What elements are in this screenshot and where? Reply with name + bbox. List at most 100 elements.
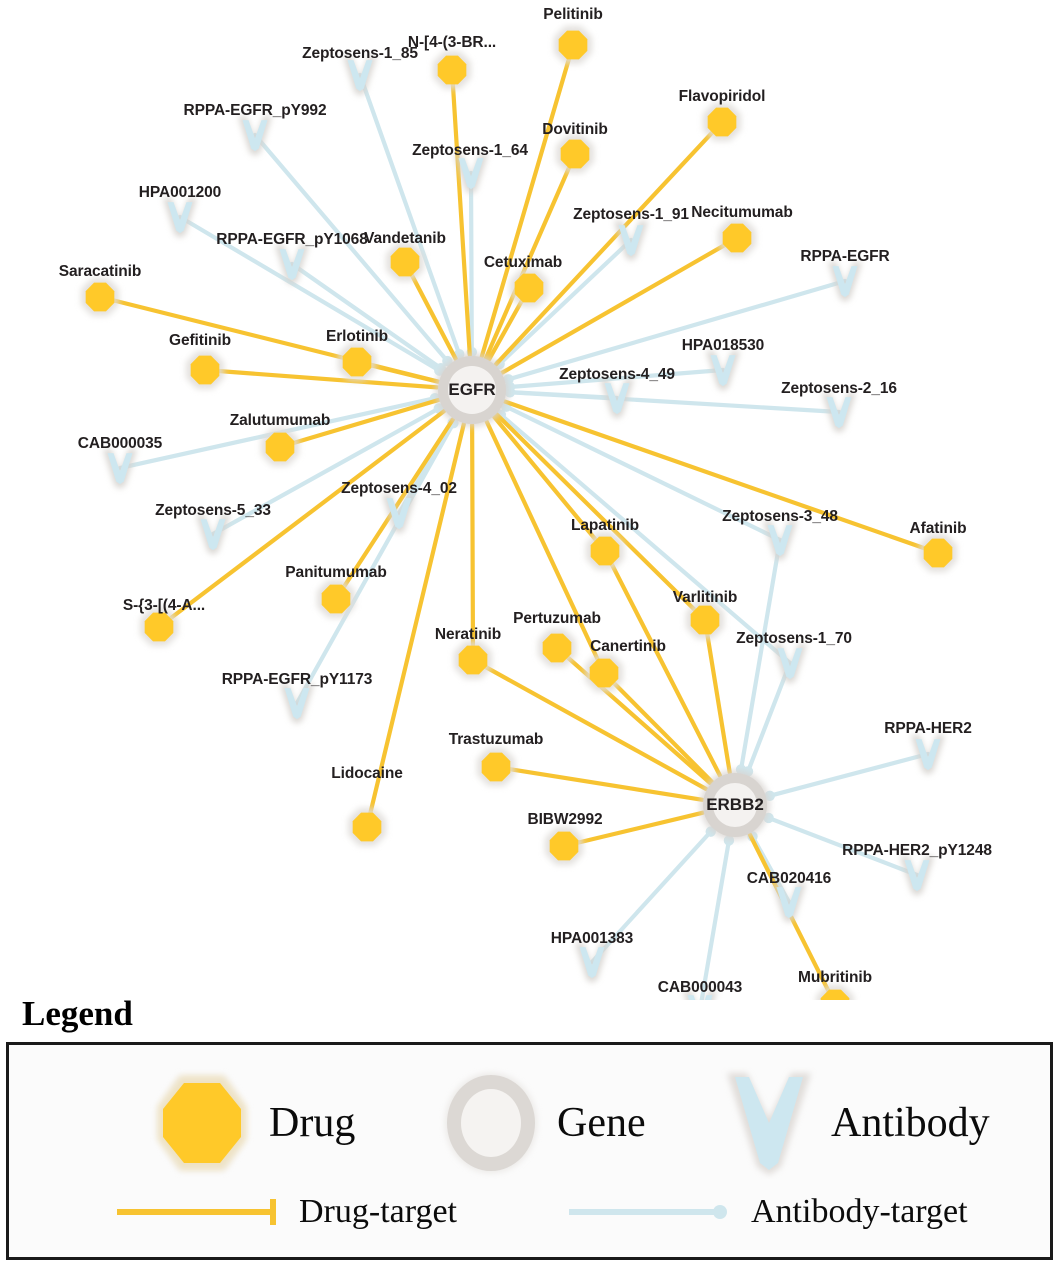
- antibody-node[interactable]: [911, 734, 945, 775]
- drug-node[interactable]: [538, 629, 576, 667]
- antibody-node[interactable]: [382, 493, 416, 534]
- drug-node[interactable]: [510, 269, 548, 307]
- drug-node-shape: [558, 30, 588, 60]
- antibody-node-label: RPPA-EGFR_pY1173: [221, 671, 373, 688]
- drug-node-shape: [590, 536, 620, 566]
- antibody-node[interactable]: [772, 882, 806, 923]
- drug-target-edge: [492, 414, 608, 554]
- drug-node[interactable]: [477, 748, 515, 786]
- antibody-node[interactable]: [163, 197, 197, 238]
- drug-node[interactable]: [81, 278, 119, 316]
- drug-node-shape: [707, 107, 737, 137]
- drug-target-edge: [202, 367, 440, 390]
- antibody-target-edge: [507, 390, 842, 415]
- antibody-target-edge: [507, 367, 726, 390]
- drug-node[interactable]: [261, 428, 299, 466]
- antibody-node-label: Zeptosens-1_85: [302, 45, 418, 62]
- antibody-node[interactable]: [828, 261, 862, 302]
- drug-node-shape: [589, 658, 619, 688]
- drug-node[interactable]: [919, 534, 957, 572]
- drug-node-shape: [722, 223, 752, 253]
- drug-node-shape: [437, 55, 467, 85]
- antibody-node[interactable]: [343, 55, 377, 96]
- drug-node-label: Flavopiridol: [678, 88, 766, 105]
- drug-node-shape: [820, 989, 850, 1000]
- antibody-node[interactable]: [683, 990, 717, 1000]
- drug-node[interactable]: [338, 343, 376, 381]
- antibody-node-shape: [107, 453, 133, 485]
- legend-item-gene: Gene: [439, 1067, 646, 1179]
- drug-target-edge: [470, 422, 476, 663]
- drug-node[interactable]: [586, 532, 624, 570]
- antibody-node[interactable]: [280, 683, 314, 724]
- drug-node[interactable]: [433, 51, 471, 89]
- antibody-node-shape: [284, 688, 310, 720]
- antibody-target-edge: [506, 278, 848, 382]
- drug-node[interactable]: [140, 608, 178, 646]
- drug-node[interactable]: [386, 243, 424, 281]
- legend-label-antibody-target: Antibody-target: [751, 1193, 968, 1230]
- drug-node[interactable]: [545, 827, 583, 865]
- drug-node-shape: [321, 584, 351, 614]
- antibody-node-shape: [242, 120, 268, 152]
- antibody-node-shape: [776, 887, 802, 919]
- drug-node-label: Erlotinib: [326, 328, 388, 345]
- drug-node-label: Lapatinib: [571, 517, 639, 534]
- drug-node-shape: [690, 605, 720, 635]
- drug-target-edge: [483, 151, 578, 361]
- drug-target-edge: [493, 764, 705, 802]
- drug-node[interactable]: [686, 601, 724, 639]
- legend-item-drug: Drug: [149, 1067, 355, 1179]
- antibody-node[interactable]: [822, 392, 856, 433]
- antibody-node-label: Zeptosens-4_02: [341, 480, 457, 497]
- drug-node[interactable]: [585, 654, 623, 692]
- antibody-node-shape: [386, 498, 412, 530]
- antibody-node-shape: [832, 266, 858, 298]
- gene-icon: [445, 1073, 537, 1173]
- antibody-node[interactable]: [763, 520, 797, 561]
- drug-node[interactable]: [186, 351, 224, 389]
- gene-node-label: ERBB2: [706, 795, 764, 814]
- drug-node[interactable]: [556, 135, 594, 173]
- gene-node[interactable]: [435, 353, 509, 427]
- antibody-node-label: RPPA-HER2: [884, 720, 972, 737]
- drug-target-edge: [502, 399, 941, 556]
- drug-node[interactable]: [718, 219, 756, 257]
- gene-node[interactable]: [700, 770, 770, 840]
- drug-node[interactable]: [348, 808, 386, 846]
- antibody-node[interactable]: [238, 115, 272, 156]
- antibody-node-label: HPA001200: [138, 184, 222, 201]
- antibody-target-edge-icon: [569, 1205, 727, 1219]
- antibody-node[interactable]: [900, 855, 934, 896]
- antibody-node-label: Zeptosens-3_48: [722, 508, 838, 525]
- drug-target-edge: [493, 119, 725, 367]
- drug-target-edge: [601, 670, 714, 784]
- drug-node[interactable]: [816, 985, 854, 1000]
- antibody-node[interactable]: [773, 643, 807, 684]
- antibody-target-edge: [357, 72, 462, 357]
- antibody-node[interactable]: [575, 942, 609, 983]
- antibody-node[interactable]: [706, 350, 740, 391]
- drug-node[interactable]: [317, 580, 355, 618]
- legend-item-antibody: Antibody: [721, 1067, 990, 1179]
- drug-node[interactable]: [454, 641, 492, 679]
- antibody-node-label: HPA018530: [681, 337, 765, 354]
- antibody-target-edge: [767, 751, 931, 798]
- drug-node-label: N-[4-(3-BR...: [407, 34, 497, 51]
- drug-node[interactable]: [703, 103, 741, 141]
- drug-node-shape: [458, 645, 488, 675]
- antibody-node[interactable]: [600, 378, 634, 419]
- drug-node[interactable]: [554, 26, 592, 64]
- drug-node-shape: [342, 347, 372, 377]
- antibody-node-label: Zeptosens-1_64: [412, 142, 528, 159]
- antibody-target-edge: [699, 838, 732, 1000]
- drug-target-edge: [470, 657, 709, 792]
- antibody-node[interactable]: [275, 244, 309, 285]
- antibody-icon: [727, 1073, 811, 1175]
- antibody-node[interactable]: [196, 514, 230, 555]
- antibody-node[interactable]: [454, 153, 488, 194]
- antibody-node[interactable]: [103, 448, 137, 489]
- antibody-node[interactable]: [614, 220, 648, 261]
- gene-node-label: EGFR: [448, 380, 496, 399]
- drug-target-edge: [494, 412, 708, 623]
